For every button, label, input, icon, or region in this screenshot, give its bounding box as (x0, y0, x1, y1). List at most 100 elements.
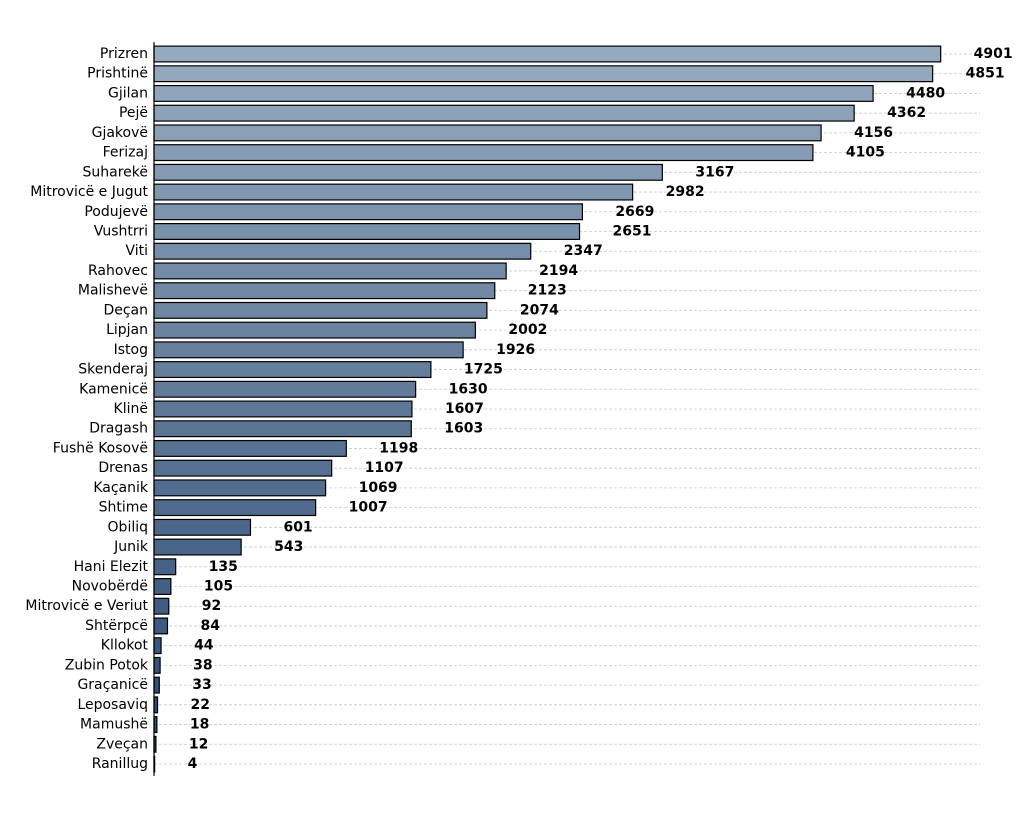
value-label: 2002 (508, 322, 547, 338)
y-tick-label: Junik (113, 539, 149, 555)
value-label: 105 (204, 579, 233, 595)
value-label: 22 (191, 697, 210, 713)
value-label: 2982 (666, 184, 705, 200)
bar (153, 321, 476, 339)
y-tick-label: Zveçan (96, 736, 148, 752)
y-tick-label: Skenderaj (78, 362, 148, 378)
value-label: 84 (200, 618, 220, 634)
y-tick-label: Leposaviq (77, 697, 148, 713)
y-tick-label: Gjakovë (92, 125, 148, 141)
value-label: 4 (188, 756, 198, 772)
y-tick-label: Dragash (89, 421, 148, 437)
y-tick-label: Ranillug (92, 756, 148, 772)
bar (153, 84, 874, 102)
bar (153, 361, 432, 379)
value-label: 2074 (520, 302, 559, 318)
value-label: 4480 (906, 85, 945, 101)
y-tick-label: Lipjan (106, 322, 148, 338)
bar (153, 637, 162, 655)
bar (153, 341, 464, 359)
value-label: 44 (194, 638, 214, 654)
bar (153, 282, 496, 300)
y-tick-label: Zubin Potok (65, 657, 149, 673)
value-label: 3167 (695, 164, 734, 180)
value-label: 1926 (496, 342, 535, 358)
value-label: 2651 (613, 224, 652, 240)
bar (153, 301, 488, 319)
bar (153, 124, 822, 142)
y-tick-label: Shtime (99, 500, 148, 516)
y-tick-label: Istog (114, 342, 148, 358)
value-label: 12 (189, 736, 208, 752)
bar (153, 163, 663, 181)
y-tick-label: Shtërpcë (85, 618, 148, 634)
value-label: 2123 (528, 283, 567, 299)
bar (153, 223, 581, 240)
y-tick-label: Graçanicë (77, 677, 148, 693)
y-tick-label: Pejë (119, 105, 148, 121)
bar (153, 400, 413, 418)
value-label: 543 (274, 539, 303, 555)
value-label: 18 (190, 717, 209, 733)
bar (153, 183, 634, 201)
y-tick-label: Klinë (114, 401, 148, 417)
bar (153, 45, 942, 63)
value-label: 1069 (359, 480, 398, 496)
value-label: 4851 (966, 66, 1005, 82)
y-tick-label: Gjilan (108, 85, 148, 101)
value-label: 2347 (564, 243, 603, 259)
value-label: 4156 (854, 125, 893, 141)
y-tick-label: Drenas (98, 460, 148, 476)
y-tick-label: Vushtrri (94, 224, 148, 240)
y-tick-label: Obiliq (108, 519, 148, 535)
y-tick-label: Novobërdë (72, 579, 148, 595)
value-label: 1007 (349, 500, 388, 516)
value-label: 135 (209, 559, 238, 575)
bar (153, 242, 532, 260)
bar (153, 479, 327, 497)
bar (153, 262, 507, 280)
bar (153, 203, 584, 221)
y-tick-label: Kamenicë (79, 381, 148, 397)
y-tick-label: Ferizaj (103, 145, 148, 161)
value-label: 4105 (846, 145, 885, 161)
y-tick-label: Fushë Kosovë (53, 440, 148, 456)
bar (153, 144, 814, 162)
value-label: 1630 (449, 381, 488, 397)
bar (153, 558, 177, 576)
y-tick-label: Prishtinë (87, 66, 148, 82)
value-label: 601 (283, 519, 312, 535)
bar (153, 459, 333, 477)
y-tick-label: Mitrovicë e Jugut (30, 184, 148, 200)
bar (153, 578, 172, 595)
y-tick-label: Hani Elezit (74, 559, 149, 575)
y-tick-label: Malishevë (78, 283, 148, 299)
value-label: 33 (192, 677, 211, 693)
bar (153, 656, 161, 674)
bar (153, 617, 169, 635)
y-tick-label: Prizren (100, 46, 148, 62)
value-label: 92 (202, 598, 221, 614)
value-label: 38 (193, 657, 212, 673)
value-label: 4901 (974, 46, 1013, 62)
value-label: 1607 (445, 401, 484, 417)
bar (153, 104, 855, 122)
bar (153, 420, 412, 438)
y-tick-label: Mitrovicë e Veriut (25, 598, 148, 614)
y-tick-label: Suharekë (83, 164, 149, 180)
bar (153, 65, 934, 83)
bar (153, 499, 317, 517)
y-tick-label: Mamushë (80, 717, 148, 733)
y-tick-label: Kaçanik (93, 480, 149, 496)
bar (153, 676, 160, 694)
value-label: 2669 (615, 204, 654, 220)
value-label: 1198 (379, 440, 418, 456)
y-tick-label: Kllokot (101, 638, 149, 654)
value-label: 2194 (539, 263, 578, 279)
value-label: 1603 (444, 421, 483, 437)
y-tick-label: Podujevë (84, 204, 148, 220)
value-label: 1107 (365, 460, 404, 476)
y-tick-label: Viti (125, 243, 148, 259)
